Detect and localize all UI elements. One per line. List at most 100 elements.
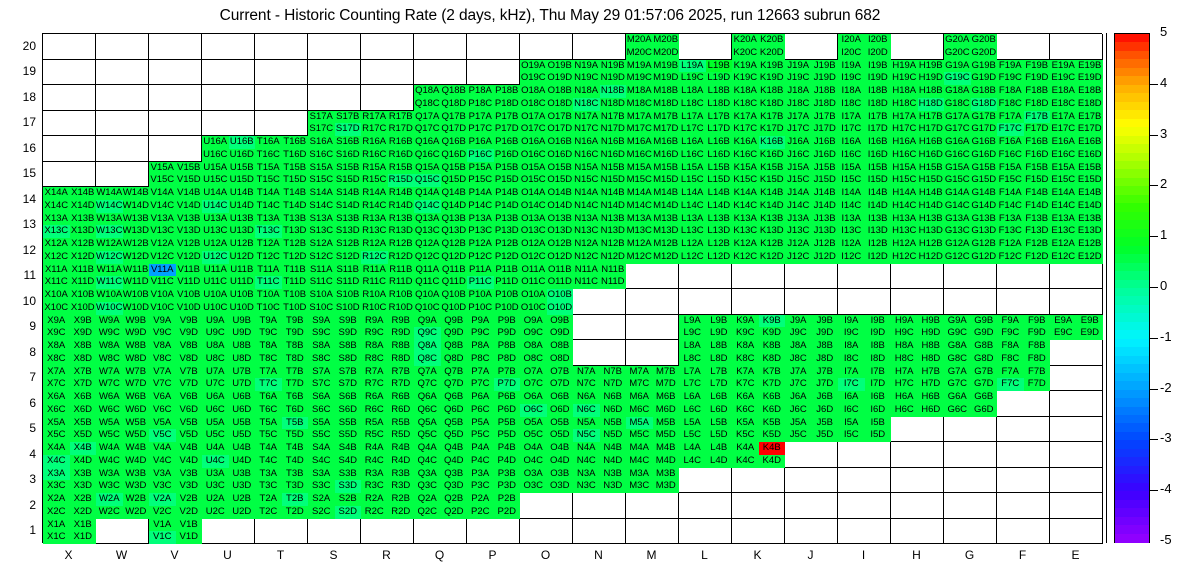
quadrant-W14A[interactable]: W14A	[96, 187, 123, 200]
quadrant-R14D[interactable]: R14D	[387, 199, 414, 213]
module-cell-X4[interactable]: X4A X4B X4C X4D	[43, 442, 96, 468]
quadrant-P7D[interactable]: P7D	[493, 378, 520, 391]
quadrant-Q4A[interactable]: Q4A	[414, 442, 441, 455]
quadrant-S10B[interactable]: S10B	[334, 289, 361, 302]
quadrant-F14A[interactable]: F14A	[997, 187, 1024, 200]
quadrant-X8D[interactable]: X8D	[69, 352, 96, 366]
quadrant-N13B[interactable]: N13B	[599, 212, 626, 226]
module-cell-N8[interactable]	[573, 340, 626, 366]
quadrant-J8C[interactable]: J8C	[785, 352, 812, 366]
module-cell-Q1[interactable]	[414, 518, 467, 544]
quadrant-X4D[interactable]: X4D	[69, 454, 96, 468]
module-cell-E13[interactable]: E13A E13B E13C E13D	[1050, 212, 1103, 238]
module-cell-W11[interactable]: W11A W11B W11C W11D	[96, 263, 149, 289]
quadrant-X14A[interactable]: X14A	[43, 187, 70, 200]
quadrant-V6A[interactable]: V6A	[149, 391, 176, 404]
quadrant-W11D[interactable]: W11D	[122, 276, 149, 289]
quadrant-H18A[interactable]: H18A	[891, 85, 918, 98]
quadrant-H13A[interactable]: H13A	[891, 212, 918, 226]
module-cell-P18[interactable]: P18A P18B P18C P18D	[467, 85, 520, 111]
quadrant-X6D[interactable]: X6D	[69, 403, 96, 417]
quadrant-W8D[interactable]: W8D	[122, 352, 149, 366]
module-cell-L1[interactable]	[679, 518, 732, 544]
quadrant-R8C[interactable]: R8C	[361, 352, 388, 366]
quadrant-Q16C[interactable]: Q16C	[414, 148, 441, 162]
quadrant-L14B[interactable]: L14B	[705, 187, 732, 200]
quadrant-T3A[interactable]: T3A	[255, 467, 282, 481]
quadrant-H13B[interactable]: H13B	[917, 212, 944, 226]
quadrant-X12D[interactable]: X12D	[69, 250, 96, 264]
quadrant-J7C[interactable]: J7C	[785, 378, 812, 391]
quadrant-S5C[interactable]: S5C	[308, 429, 335, 442]
module-cell-G2[interactable]	[944, 493, 997, 519]
module-cell-I2[interactable]	[838, 493, 891, 519]
quadrant-T9D[interactable]: T9D	[281, 327, 308, 340]
quadrant-S13B[interactable]: S13B	[334, 212, 361, 226]
quadrant-P11C[interactable]: P11C	[467, 276, 494, 289]
quadrant-L7C[interactable]: L7C	[679, 378, 706, 391]
quadrant-I17C[interactable]: I17C	[838, 123, 865, 136]
quadrant-H7C[interactable]: H7C	[891, 378, 918, 391]
quadrant-S11D[interactable]: S11D	[334, 276, 361, 289]
quadrant-U6C[interactable]: U6C	[202, 403, 229, 417]
module-cell-H20[interactable]	[891, 34, 944, 60]
quadrant-O3C[interactable]: O3C	[520, 480, 547, 493]
module-cell-F6[interactable]	[997, 391, 1050, 417]
module-cell-J16[interactable]: J16A J16B J16C J16D	[785, 136, 838, 162]
quadrant-P16A[interactable]: P16A	[467, 136, 494, 149]
quadrant-S9B[interactable]: S9B	[334, 314, 361, 328]
quadrant-P13D[interactable]: P13D	[493, 225, 520, 238]
quadrant-Q14D[interactable]: Q14D	[440, 199, 467, 213]
quadrant-S8A[interactable]: S8A	[308, 340, 335, 353]
quadrant-J14C[interactable]: J14C	[785, 199, 812, 213]
quadrant-P16C[interactable]: P16C	[467, 148, 494, 162]
module-cell-Q11[interactable]: Q11A Q11B Q11C Q11D	[414, 263, 467, 289]
module-cell-I8[interactable]: I8A I8B I8C I8D	[838, 340, 891, 366]
module-cell-G7[interactable]: G7A G7B G7C G7D	[944, 365, 997, 391]
module-cell-E3[interactable]	[1050, 467, 1103, 493]
module-cell-P3[interactable]: P3A P3B P3C P3D	[467, 467, 520, 493]
quadrant-V4C[interactable]: V4C	[149, 454, 176, 468]
quadrant-Q4D[interactable]: Q4D	[440, 454, 467, 468]
quadrant-I20B[interactable]: I20B	[864, 34, 891, 47]
quadrant-Q15D[interactable]: Q15D	[440, 174, 467, 187]
quadrant-Q18A[interactable]: Q18A	[414, 85, 441, 98]
quadrant-E14C[interactable]: E14C	[1050, 199, 1077, 213]
module-cell-F16[interactable]: F16A F16B F16C F16D	[997, 136, 1050, 162]
quadrant-T16B[interactable]: T16B	[281, 136, 308, 149]
module-cell-L9[interactable]: L9A L9B L9C L9D	[679, 314, 732, 340]
quadrant-R13D[interactable]: R13D	[387, 225, 414, 238]
quadrant-S7B[interactable]: S7B	[334, 365, 361, 379]
quadrant-M5D[interactable]: M5D	[652, 429, 679, 442]
module-cell-S16[interactable]: S16A S16B S16C S16D	[308, 136, 361, 162]
quadrant-I5D[interactable]: I5D	[864, 429, 891, 442]
quadrant-U12C[interactable]: U12C	[202, 250, 229, 264]
module-cell-R15[interactable]: R15A R15B R15C R15D	[361, 161, 414, 187]
module-cell-S8[interactable]: S8A S8B S8C S8D	[308, 340, 361, 366]
quadrant-H17A[interactable]: H17A	[891, 110, 918, 124]
module-cell-N13[interactable]: N13A N13B N13C N13D	[573, 212, 626, 238]
module-cell-Q18[interactable]: Q18A Q18B Q18C Q18D	[414, 85, 467, 111]
module-cell-K16[interactable]: K16A K16B K16C K16D	[732, 136, 785, 162]
quadrant-I17D[interactable]: I17D	[864, 123, 891, 136]
quadrant-N11A[interactable]: N11A	[573, 263, 600, 277]
module-cell-U17[interactable]	[202, 110, 255, 136]
quadrant-J17B[interactable]: J17B	[811, 110, 838, 124]
module-cell-T11[interactable]: T11A T11B T11C T11D	[255, 263, 308, 289]
quadrant-O16A[interactable]: O16A	[520, 136, 547, 149]
quadrant-E16B[interactable]: E16B	[1076, 136, 1103, 149]
quadrant-Q6A[interactable]: Q6A	[414, 391, 441, 404]
quadrant-E15D[interactable]: E15D	[1076, 174, 1103, 187]
module-cell-S10[interactable]: S10A S10B S10C S10D	[308, 289, 361, 315]
quadrant-F19C[interactable]: F19C	[997, 72, 1024, 85]
module-cell-K18[interactable]: K18A K18B K18C K18D	[732, 85, 785, 111]
quadrant-W10C[interactable]: W10C	[96, 301, 123, 315]
quadrant-F12A[interactable]: F12A	[997, 238, 1024, 251]
quadrant-J14D[interactable]: J14D	[811, 199, 838, 213]
quadrant-W9D[interactable]: W9D	[122, 327, 149, 340]
module-cell-F8[interactable]: F8A F8B F8C F8D	[997, 340, 1050, 366]
quadrant-J15B[interactable]: J15B	[811, 161, 838, 175]
quadrant-M3B[interactable]: M3B	[652, 467, 679, 481]
quadrant-N3A[interactable]: N3A	[573, 467, 600, 481]
quadrant-T12D[interactable]: T12D	[281, 250, 308, 264]
